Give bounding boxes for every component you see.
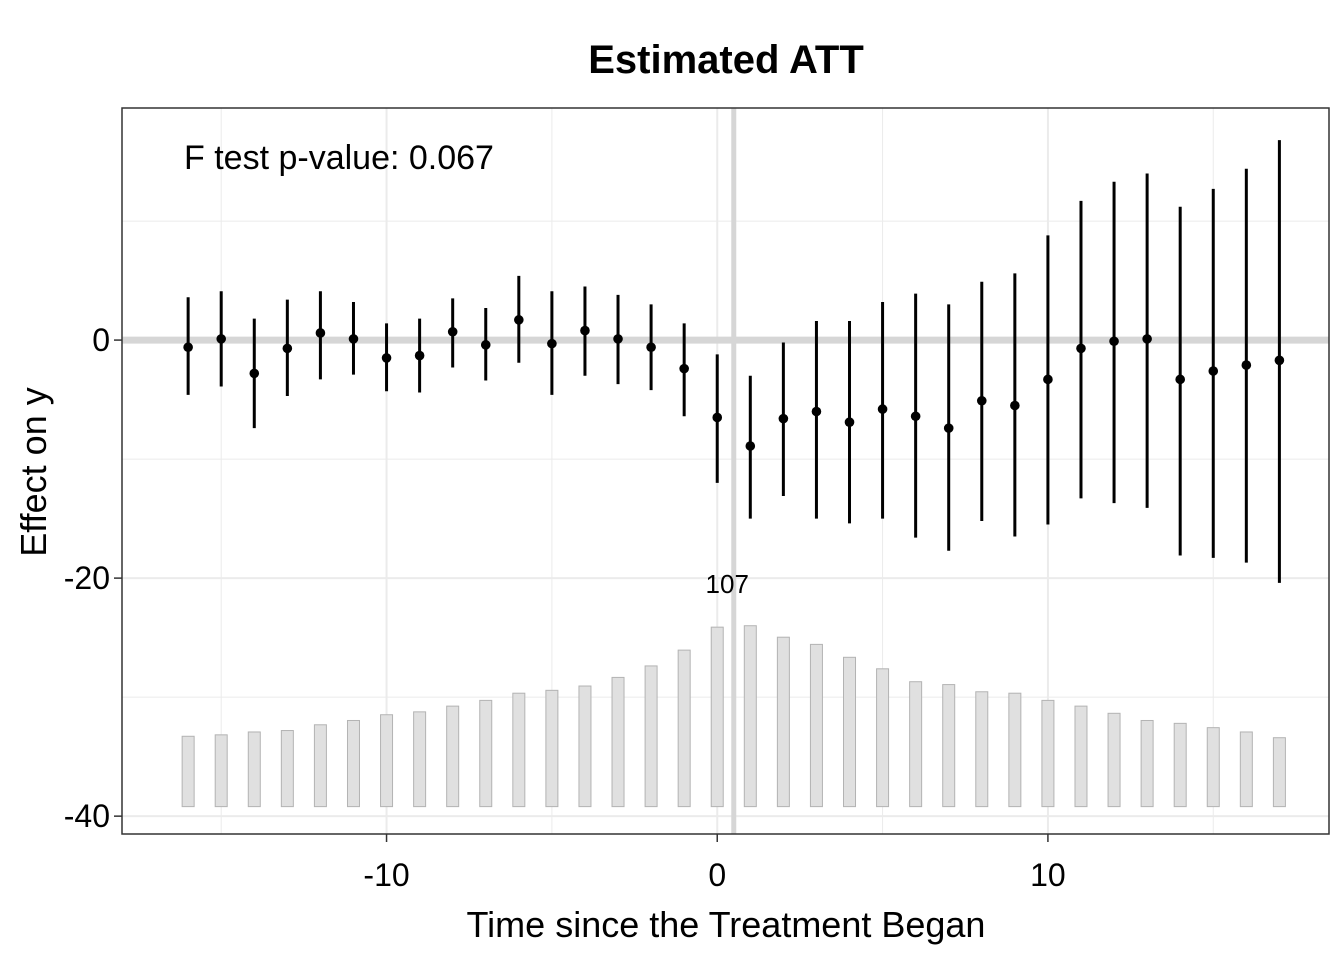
estimate-point — [943, 423, 954, 433]
count-bar — [942, 684, 956, 808]
estimate-point — [745, 441, 756, 451]
count-bar — [446, 705, 460, 808]
estimate-point — [811, 406, 822, 417]
estimate-point — [514, 315, 524, 325]
count-bar — [512, 692, 526, 808]
count-bar — [1008, 692, 1022, 808]
estimate-point — [580, 325, 590, 336]
y-axis-ticks: 0 -20 -40 — [64, 322, 122, 834]
estimate-point — [282, 343, 293, 354]
estimate-point — [1208, 366, 1219, 376]
count-bar — [710, 626, 724, 808]
x-tick-label: 0 — [708, 857, 726, 893]
x-tick-label: 10 — [1030, 857, 1066, 893]
count-bar — [677, 649, 691, 808]
estimate-point — [348, 334, 359, 344]
estimate-point — [381, 353, 392, 363]
estimate-point — [1175, 374, 1185, 385]
count-bar — [843, 656, 857, 808]
count-bar — [1173, 722, 1187, 808]
estimate-point — [778, 413, 789, 424]
count-bar — [1272, 737, 1286, 808]
count-bar — [1140, 719, 1154, 808]
y-tick-label: -20 — [64, 560, 110, 596]
estimate-point — [249, 368, 260, 379]
plot-panel — [122, 108, 1329, 834]
estimate-point — [844, 417, 855, 428]
plot-panel-border — [121, 107, 1330, 835]
estimate-point — [315, 328, 326, 338]
count-bar — [876, 668, 890, 808]
count-bar — [346, 719, 360, 808]
reference-lines — [122, 108, 1329, 834]
estimate-point — [712, 412, 723, 423]
count-bar — [214, 734, 228, 808]
treated-count-bars — [181, 625, 1286, 808]
count-bar — [545, 689, 559, 808]
x-tick-label: -10 — [363, 857, 409, 893]
x-axis-label: Time since the Treatment Began — [467, 904, 986, 945]
estimate-point — [877, 404, 888, 414]
count-bar — [776, 636, 790, 808]
count-bar — [280, 730, 294, 808]
count-bar — [380, 714, 394, 808]
count-bar — [1041, 699, 1055, 808]
count-label: 107 — [706, 569, 749, 599]
count-bar — [809, 643, 823, 808]
y-axis-label: Effect on y — [13, 387, 54, 556]
f-test-annotation: F test p-value: 0.067 — [184, 139, 494, 177]
y-tick-label: 0 — [92, 322, 110, 358]
estimate-point — [447, 326, 458, 337]
count-bar — [1074, 705, 1088, 808]
estimate-point — [976, 395, 987, 406]
estimate-point — [1241, 360, 1252, 370]
estimate-point — [646, 342, 656, 353]
estimate-point — [1109, 336, 1119, 347]
estimate-point — [1142, 334, 1152, 344]
estimate-point — [414, 350, 425, 361]
count-bar — [743, 625, 757, 808]
estimate-point — [183, 342, 193, 353]
estimate-point — [480, 340, 491, 350]
estimate-point — [910, 411, 921, 422]
y-tick-label: -40 — [64, 798, 110, 834]
count-bar — [611, 676, 625, 808]
estimate-point — [1274, 355, 1285, 366]
estimate-point — [547, 338, 557, 349]
count-bar — [578, 685, 592, 808]
count-bar — [975, 691, 989, 808]
estimate-point — [679, 363, 689, 374]
estimate-point — [216, 334, 227, 344]
estimate-point — [613, 334, 623, 344]
estimate-point — [1010, 400, 1020, 411]
chart-title: Estimated ATT — [588, 38, 864, 82]
count-bar — [479, 699, 493, 808]
count-bar — [909, 681, 923, 808]
estimate-point — [1076, 343, 1086, 354]
point-estimates — [183, 315, 1285, 451]
count-bar — [1107, 712, 1121, 808]
x-axis-ticks: -10 0 10 — [363, 834, 1066, 893]
count-bar — [313, 724, 327, 808]
count-bar — [181, 735, 195, 808]
estimate-point — [1043, 374, 1053, 385]
count-bar — [1206, 727, 1220, 808]
count-bar — [1239, 731, 1253, 808]
count-bar — [247, 731, 261, 808]
count-bar — [644, 665, 658, 808]
count-bar — [413, 711, 427, 808]
